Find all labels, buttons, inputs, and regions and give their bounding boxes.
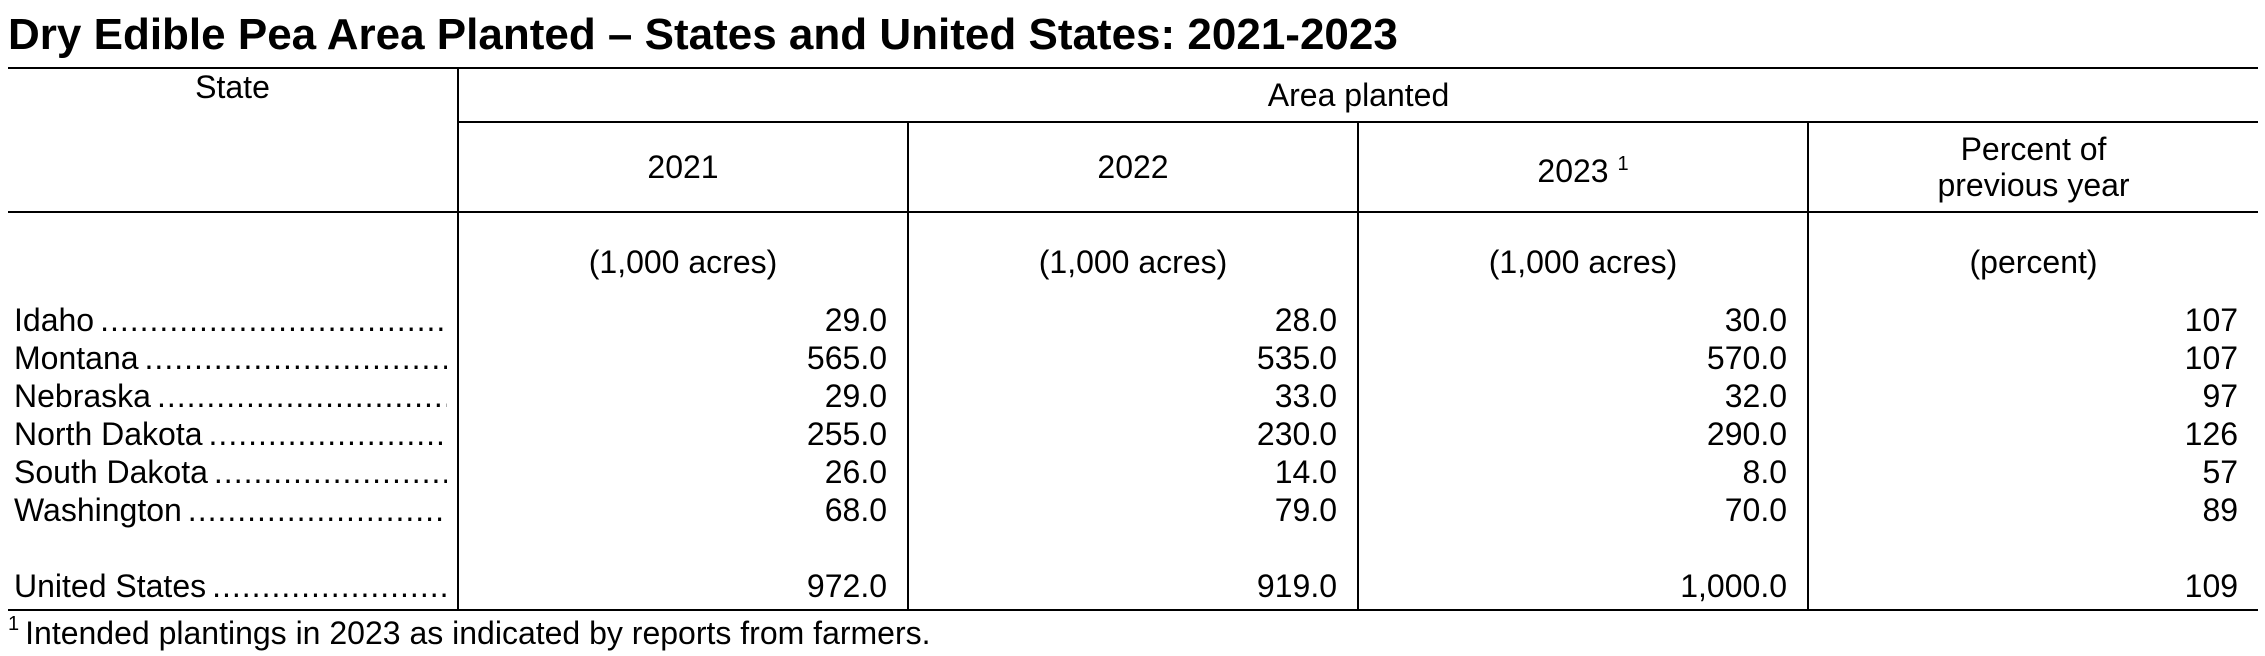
- value-cell: 30.0: [1357, 301, 1808, 339]
- value-cell: 97: [1806, 377, 2259, 415]
- value-cell: 26.0: [457, 453, 908, 491]
- state-name: Montana: [14, 340, 139, 376]
- total-row: United States...........................…: [8, 567, 2259, 611]
- value-cell: 89: [1806, 491, 2259, 529]
- value-cell: 109: [1806, 567, 2259, 611]
- units-cell-state: [8, 212, 458, 301]
- footnote-marker: 1: [8, 613, 20, 635]
- state-cell: South Dakota............................…: [8, 453, 458, 491]
- value-cell: 70.0: [1357, 491, 1808, 529]
- value-cell: 57: [1806, 453, 2259, 491]
- unit-cell: (1,000 acres): [457, 212, 908, 301]
- state-name: North Dakota: [14, 416, 203, 452]
- unit-cell: (1,000 acres): [907, 212, 1358, 301]
- state-cell: Montana.................................…: [8, 339, 458, 377]
- column-header-percent: Percent of previous year: [1806, 122, 2259, 213]
- spacer-cell: [8, 529, 458, 567]
- column-header-2021: 2021: [457, 122, 908, 213]
- table-row: North Dakota............................…: [8, 415, 2259, 453]
- value-cell: 29.0: [457, 377, 908, 415]
- dot-leader: ........................................…: [212, 568, 447, 604]
- value-cell: 28.0: [907, 301, 1358, 339]
- footnote: 1 Intended plantings in 2023 as indicated…: [8, 604, 931, 653]
- dot-leader: ........................................…: [208, 416, 447, 452]
- value-cell: 126: [1806, 415, 2259, 453]
- value-cell: 972.0: [457, 567, 908, 611]
- table-row: Montana.................................…: [8, 339, 2259, 377]
- value-cell: 255.0: [457, 415, 908, 453]
- units-row: (1,000 acres) (1,000 acres) (1,000 acres…: [8, 212, 2259, 301]
- spacer-cell: [907, 529, 1358, 567]
- spacer-cell: [457, 529, 908, 567]
- table-row: Idaho...................................…: [8, 301, 2259, 339]
- footnote-marker: 1: [1617, 152, 1629, 175]
- value-cell: 68.0: [457, 491, 908, 529]
- value-cell: 33.0: [907, 377, 1358, 415]
- value-cell: 32.0: [1357, 377, 1808, 415]
- value-cell: 107: [1806, 301, 2259, 339]
- value-cell: 230.0: [907, 415, 1358, 453]
- table-row: South Dakota............................…: [8, 453, 2259, 491]
- state-name: United States: [14, 568, 207, 604]
- footnote-text: Intended plantings in 2023 as indicated …: [25, 615, 931, 651]
- value-cell: 1,000.0: [1357, 567, 1808, 611]
- dot-leader: ........................................…: [187, 492, 447, 528]
- dot-leader: ........................................…: [100, 302, 447, 338]
- column-header-2023: 2023 1: [1357, 122, 1808, 213]
- table-title: Dry Edible Pea Area Planted – States and…: [8, 10, 1398, 59]
- state-cell: North Dakota............................…: [8, 415, 458, 453]
- value-cell: 8.0: [1357, 453, 1808, 491]
- value-cell: 290.0: [1357, 415, 1808, 453]
- state-name: Nebraska: [14, 378, 151, 414]
- unit-cell: (percent): [1806, 212, 2259, 301]
- state-cell: United States...........................…: [8, 567, 458, 611]
- value-cell: 29.0: [457, 301, 908, 339]
- dot-leader: ........................................…: [213, 454, 447, 490]
- state-cell: Idaho...................................…: [8, 301, 458, 339]
- value-cell: 535.0: [907, 339, 1358, 377]
- table-row: Nebraska................................…: [8, 377, 2259, 415]
- table-row: Washington..............................…: [8, 491, 2259, 529]
- unit-cell: (1,000 acres): [1357, 212, 1808, 301]
- area-planted-header: Area planted: [456, 67, 2259, 123]
- state-cell: Nebraska................................…: [8, 377, 458, 415]
- value-cell: 565.0: [457, 339, 908, 377]
- spacer-cell: [1806, 529, 2259, 567]
- value-cell: 919.0: [907, 567, 1358, 611]
- value-cell: 107: [1806, 339, 2259, 377]
- dot-leader: ........................................…: [156, 378, 447, 414]
- data-table: State Area planted 2021 2022 2023 1 Perc…: [8, 67, 2259, 611]
- value-cell: 570.0: [1357, 339, 1808, 377]
- dot-leader: ........................................…: [144, 340, 447, 376]
- spacer-row: [8, 529, 2259, 567]
- state-column-header: State: [8, 67, 458, 213]
- value-cell: 79.0: [907, 491, 1358, 529]
- column-header-2022: 2022: [907, 122, 1358, 213]
- value-cell: 14.0: [907, 453, 1358, 491]
- state-name: Washington: [14, 492, 182, 528]
- state-cell: Washington..............................…: [8, 491, 458, 529]
- state-name: Idaho: [14, 302, 95, 338]
- state-name: South Dakota: [14, 454, 208, 490]
- spacer-cell: [1357, 529, 1808, 567]
